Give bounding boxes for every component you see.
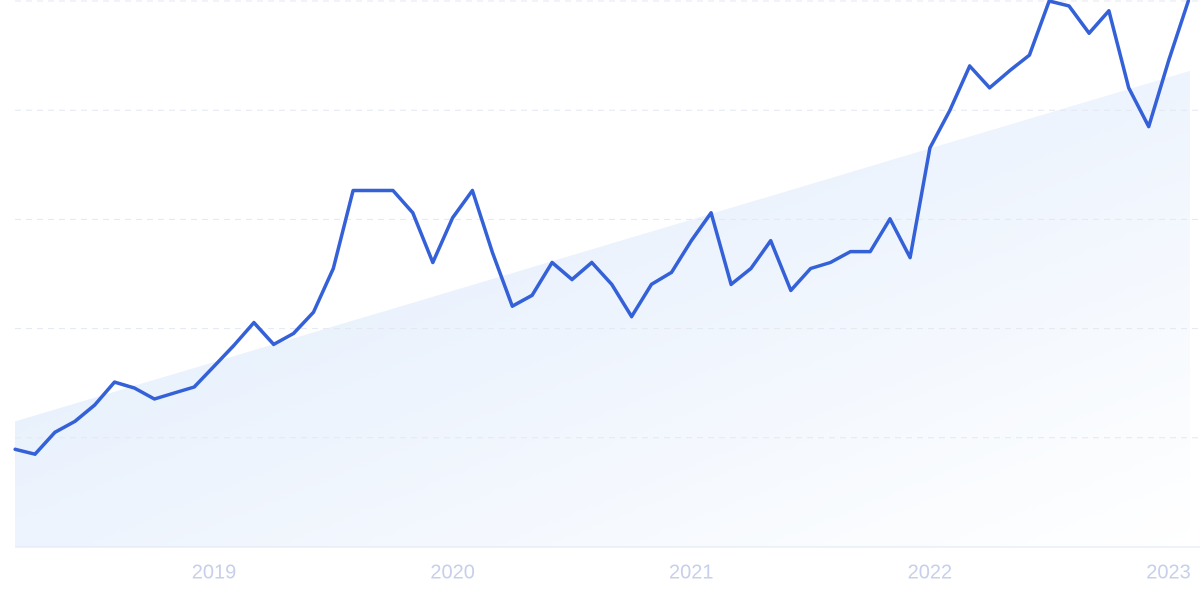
trend-line <box>13 0 1191 456</box>
x-tick-label: 2023 <box>1146 561 1191 583</box>
x-tick-label: 2022 <box>908 561 953 583</box>
x-tick-label: 2021 <box>669 561 714 583</box>
x-tick-label: 2020 <box>430 561 475 583</box>
x-tick-label: 2019 <box>192 561 237 583</box>
trend-area <box>15 70 1190 547</box>
